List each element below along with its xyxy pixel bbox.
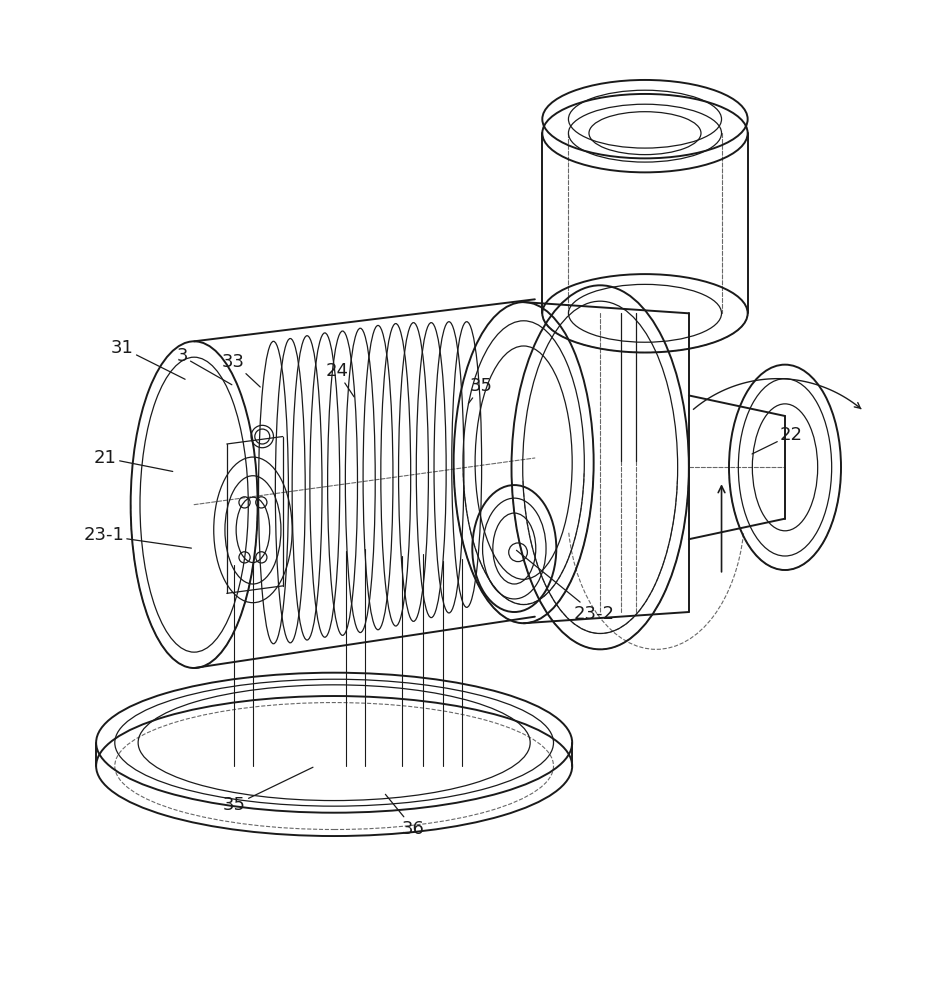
Text: 35: 35 xyxy=(469,377,493,404)
Text: 36: 36 xyxy=(385,794,425,838)
Text: 23-2: 23-2 xyxy=(516,550,615,623)
Text: 33: 33 xyxy=(222,353,260,387)
Text: 35: 35 xyxy=(223,767,313,814)
Text: 31: 31 xyxy=(111,339,185,379)
Text: 22: 22 xyxy=(752,426,803,454)
Text: 24: 24 xyxy=(326,362,354,397)
Text: 23-1: 23-1 xyxy=(84,526,192,548)
Text: 3: 3 xyxy=(177,347,232,385)
Text: 21: 21 xyxy=(94,449,173,471)
